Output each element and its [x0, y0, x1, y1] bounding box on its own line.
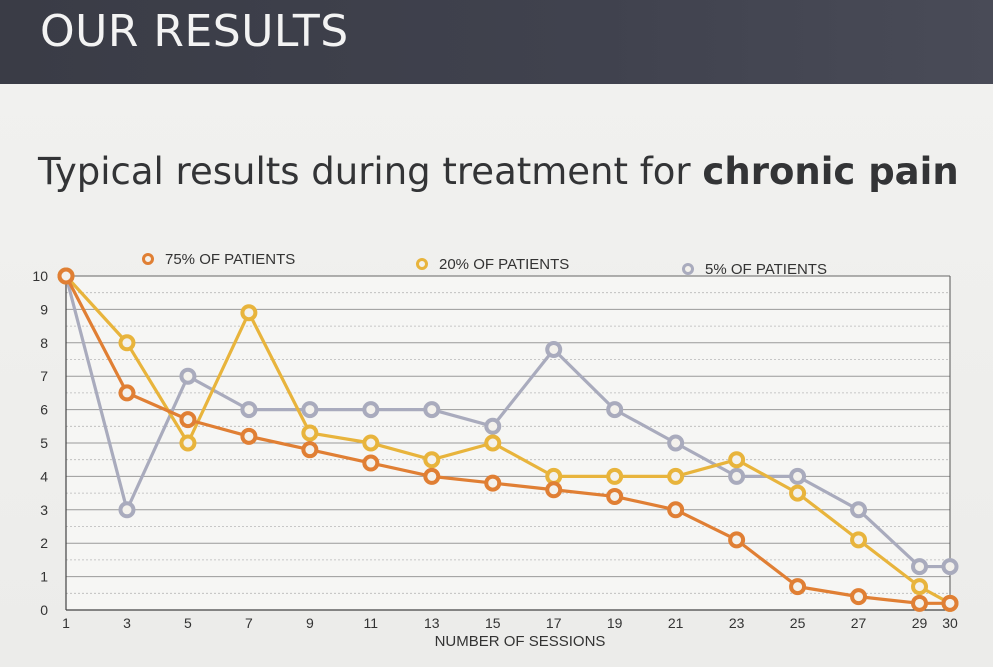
data-point	[118, 384, 136, 402]
data-point	[941, 558, 959, 576]
y-tick-labels: 0 1 2 3 4 5 6 7 8 9 10	[32, 268, 48, 618]
data-point	[362, 434, 380, 452]
header-band: OUR RESULTS	[0, 0, 993, 84]
x-tick-label: 1	[62, 615, 70, 631]
legend-label: 20% OF PATIENTS	[439, 256, 569, 273]
data-point	[301, 441, 319, 459]
data-point	[240, 401, 258, 419]
series-line	[64, 274, 951, 605]
data-point	[362, 454, 380, 472]
data-point	[545, 481, 563, 499]
x-tick-label: 5	[184, 615, 192, 631]
x-tick-label: 25	[790, 615, 806, 631]
data-point	[179, 367, 197, 385]
y-tick-label: 0	[40, 602, 48, 618]
series-line	[64, 275, 950, 605]
data-point	[484, 434, 502, 452]
chart-title: Typical results during treatment for chr…	[38, 150, 959, 193]
x-tick-label: 9	[306, 615, 314, 631]
data-point	[667, 467, 685, 485]
data-point	[850, 588, 868, 606]
data-point	[941, 594, 959, 612]
y-tick-label: 8	[40, 335, 48, 351]
data-point	[789, 484, 807, 502]
data-point	[484, 417, 502, 435]
data-point	[911, 558, 929, 576]
chart-title-normal: Typical results during treatment for	[38, 150, 703, 193]
data-point	[423, 467, 441, 485]
data-point	[240, 427, 258, 445]
y-tick-label: 3	[40, 502, 48, 518]
series-layer	[57, 267, 959, 612]
data-point	[911, 578, 929, 596]
data-point	[301, 424, 319, 442]
x-tick-label: 13	[424, 615, 440, 631]
y-tick-label: 7	[40, 368, 48, 384]
x-tick-label: 17	[546, 615, 562, 631]
data-point	[484, 474, 502, 492]
chart-title-bold: chronic pain	[702, 150, 959, 193]
x-tick-label: 3	[123, 615, 131, 631]
x-tick-label: 7	[245, 615, 253, 631]
data-point	[606, 401, 624, 419]
y-tick-label: 2	[40, 535, 48, 551]
x-tick-label: 15	[485, 615, 501, 631]
data-point	[789, 467, 807, 485]
y-tick-label: 4	[40, 468, 48, 484]
x-tick-label: 19	[607, 615, 623, 631]
y-tick-label: 9	[40, 301, 48, 317]
x-tick-label: 29	[912, 615, 928, 631]
data-point	[789, 578, 807, 596]
x-tick-label: 27	[851, 615, 867, 631]
data-point	[850, 501, 868, 519]
data-point	[118, 334, 136, 352]
data-point	[362, 401, 380, 419]
data-point	[545, 340, 563, 358]
y-tick-label: 5	[40, 435, 48, 451]
data-point	[179, 434, 197, 452]
page-title: OUR RESULTS	[40, 6, 349, 57]
x-axis-label: NUMBER OF SESSIONS	[435, 633, 606, 650]
data-point	[57, 267, 75, 285]
data-point	[423, 401, 441, 419]
data-point	[179, 411, 197, 429]
data-point	[545, 467, 563, 485]
data-point	[423, 451, 441, 469]
series-line	[64, 275, 950, 569]
data-point	[118, 501, 136, 519]
legend-marker	[682, 263, 694, 275]
data-point	[667, 434, 685, 452]
data-point	[606, 487, 624, 505]
legend-marker	[142, 253, 154, 265]
x-tick-label: 23	[729, 615, 745, 631]
legend-label: 5% OF PATIENTS	[705, 261, 827, 278]
data-point	[911, 594, 929, 612]
y-tick-label: 10	[32, 268, 48, 284]
data-point	[301, 401, 319, 419]
x-tick-label: 30	[942, 615, 958, 631]
data-point	[240, 304, 258, 322]
legend-label: 75% OF PATIENTS	[165, 251, 295, 268]
legend: 75% OF PATIENTS 20% OF PATIENTS 5% OF PATI…	[142, 251, 827, 278]
y-tick-label: 6	[40, 402, 48, 418]
x-tick-label: 11	[364, 615, 379, 631]
data-point	[728, 451, 746, 469]
data-point	[728, 467, 746, 485]
x-tick-label: 21	[668, 615, 684, 631]
y-tick-label: 1	[40, 569, 48, 585]
legend-marker	[416, 258, 428, 270]
x-tick-labels: 1 3 5 7 9 11 13 15 17 19 21 23 25 27 29 30	[62, 615, 958, 631]
axes	[65, 275, 951, 611]
data-point	[606, 467, 624, 485]
data-point	[850, 531, 868, 549]
data-point	[728, 531, 746, 549]
data-point	[667, 501, 685, 519]
